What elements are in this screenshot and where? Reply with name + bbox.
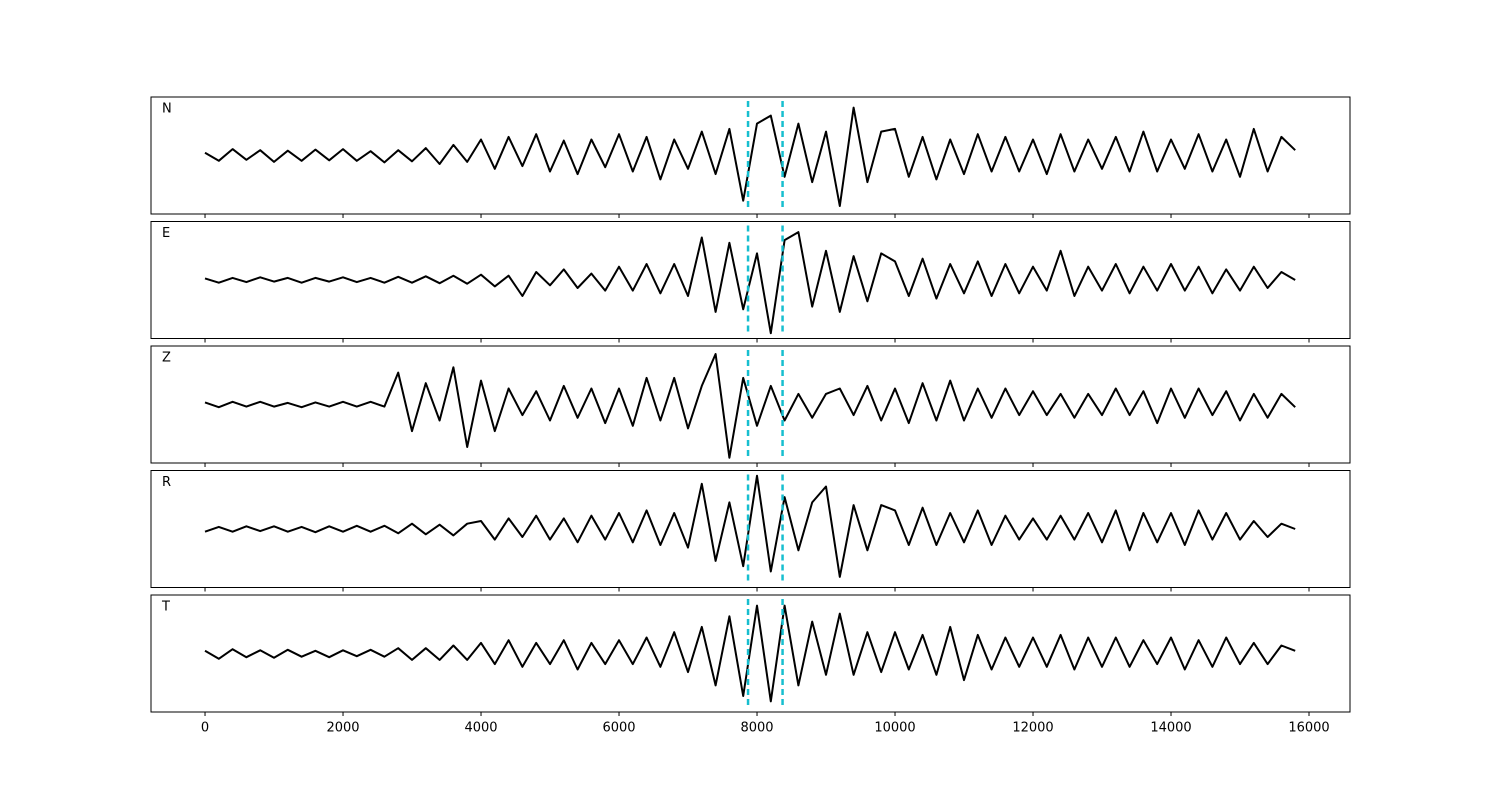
waveform: [204, 231, 1296, 335]
waveform: [204, 474, 1296, 578]
x-tick-label: 2000: [326, 721, 359, 736]
panel-frame: [150, 594, 1351, 713]
x-tick-label: 4000: [464, 721, 497, 736]
panel-frame: [150, 345, 1351, 464]
x-tick-label: 6000: [602, 721, 635, 736]
x-tick-label: 10000: [874, 721, 915, 736]
x-tick-label: 12000: [1012, 721, 1053, 736]
panel-label: R: [162, 475, 171, 490]
x-tick-label: 0: [201, 721, 209, 736]
x-tick-label: 8000: [740, 721, 773, 736]
x-tick-label: 14000: [1150, 721, 1191, 736]
x-tick-label: 16000: [1288, 721, 1329, 736]
panel-label: E: [162, 226, 170, 241]
waveform: [204, 353, 1296, 459]
waveform: [204, 604, 1296, 703]
panel-frame: [150, 96, 1351, 215]
panel-frame: [150, 470, 1351, 588]
panel-label: N: [162, 102, 172, 117]
panel-frame: [150, 221, 1351, 339]
waveform: [204, 106, 1296, 207]
panel-label: Z: [162, 351, 171, 366]
panel-label: T: [161, 600, 170, 615]
